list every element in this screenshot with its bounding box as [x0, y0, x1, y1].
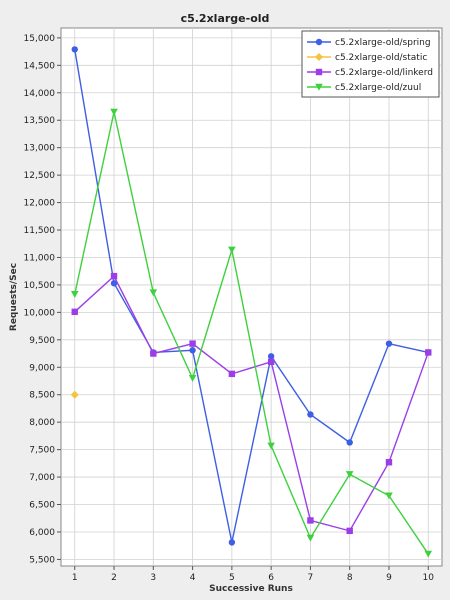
y-tick-label: 7,500	[29, 446, 55, 456]
legend-label-zuul: c5.2xlarge-old/zuul	[335, 83, 421, 93]
point-spring	[71, 46, 78, 53]
y-tick-label: 6,000	[29, 528, 55, 538]
y-tick-label: 11,000	[24, 253, 56, 263]
y-tick-label: 10,000	[24, 308, 56, 318]
y-tick-label: 13,000	[24, 144, 56, 154]
point-spring	[110, 280, 118, 287]
y-tick-label: 10,500	[24, 281, 56, 291]
y-tick-label: 5,500	[29, 555, 55, 565]
series-linkerd	[71, 272, 432, 535]
y-tick-label: 9,000	[29, 363, 55, 373]
x-tick-label: 5	[229, 573, 235, 583]
y-tick-label: 8,000	[29, 418, 55, 428]
point-linkerd	[150, 350, 157, 357]
x-tick-label: 7	[308, 573, 314, 583]
point-spring	[385, 340, 393, 347]
line-linkerd	[74, 275, 429, 532]
x-axis-label: Successive Runs	[209, 584, 293, 594]
series-spring	[71, 46, 432, 546]
y-tick-label: 13,500	[24, 116, 56, 126]
series-static	[70, 390, 79, 399]
point-spring	[267, 353, 275, 360]
point-spring	[307, 411, 314, 418]
x-tick-label: 3	[150, 573, 156, 583]
axes: 5,500 6,000 6,500 7,000 7,500 8,000 8,500 9,000…	[24, 34, 435, 583]
y-tick-label: 15,000	[24, 34, 56, 44]
point-zuul	[228, 246, 236, 254]
series	[70, 46, 433, 558]
legend-label-static: c5.2xlarge-old/static	[335, 53, 427, 63]
point-linkerd	[346, 527, 353, 535]
legend-marker-spring	[315, 38, 323, 46]
y-tick-label: 12,000	[24, 199, 56, 209]
x-tick-label: 6	[268, 573, 274, 583]
point-spring	[189, 347, 196, 354]
point-linkerd	[228, 370, 236, 378]
point-linkerd	[425, 349, 432, 356]
point-static	[70, 390, 79, 399]
legend: c5.2xlarge-old/spring c5.2xlarge-old/stat…	[301, 30, 440, 98]
x-tick-label: 9	[386, 573, 392, 583]
y-tick-label: 6,500	[29, 501, 55, 511]
y-tick-label: 9,500	[29, 336, 55, 346]
y-tick-label: 8,500	[29, 391, 55, 401]
point-zuul	[385, 492, 393, 500]
legend-label-linkerd: c5.2xlarge-old/linkerd	[335, 68, 433, 78]
point-zuul	[110, 108, 118, 116]
point-linkerd	[307, 517, 314, 524]
point-linkerd	[71, 308, 78, 316]
point-zuul	[70, 291, 79, 298]
legend-label-spring: c5.2xlarge-old/spring	[335, 38, 431, 48]
point-linkerd	[189, 340, 196, 347]
point-zuul	[188, 375, 197, 382]
line-zuul	[74, 111, 429, 555]
y-tick-label: 14,500	[24, 61, 56, 71]
x-tick-label: 8	[347, 573, 353, 583]
y-tick-label: 11,500	[24, 226, 56, 236]
series-zuul	[70, 108, 433, 558]
point-zuul	[306, 534, 315, 542]
y-tick-label: 7,000	[29, 473, 55, 483]
chart-title: c5.2xlarge-old	[181, 12, 270, 25]
point-linkerd	[385, 459, 393, 466]
x-tick-label: 1	[72, 573, 78, 583]
legend-marker-linkerd	[315, 68, 323, 76]
y-tick-label: 14,000	[24, 89, 56, 99]
y-axis-label: Requests/Sec	[9, 263, 19, 331]
point-zuul	[149, 289, 158, 297]
line-spring	[74, 49, 429, 543]
x-tick-label: 2	[111, 573, 117, 583]
point-linkerd	[110, 272, 118, 280]
plot-area	[60, 27, 443, 567]
x-tick-label: 10	[423, 573, 435, 583]
x-tick-label: 4	[190, 573, 196, 583]
point-zuul	[424, 550, 433, 558]
point-zuul	[267, 442, 275, 450]
y-tick-label: 12,500	[24, 171, 56, 181]
point-zuul	[345, 471, 354, 478]
point-linkerd	[267, 358, 275, 365]
point-spring	[346, 439, 353, 446]
point-spring	[228, 539, 236, 546]
legend-marker-zuul	[315, 83, 323, 91]
legend-marker-static	[315, 53, 323, 61]
